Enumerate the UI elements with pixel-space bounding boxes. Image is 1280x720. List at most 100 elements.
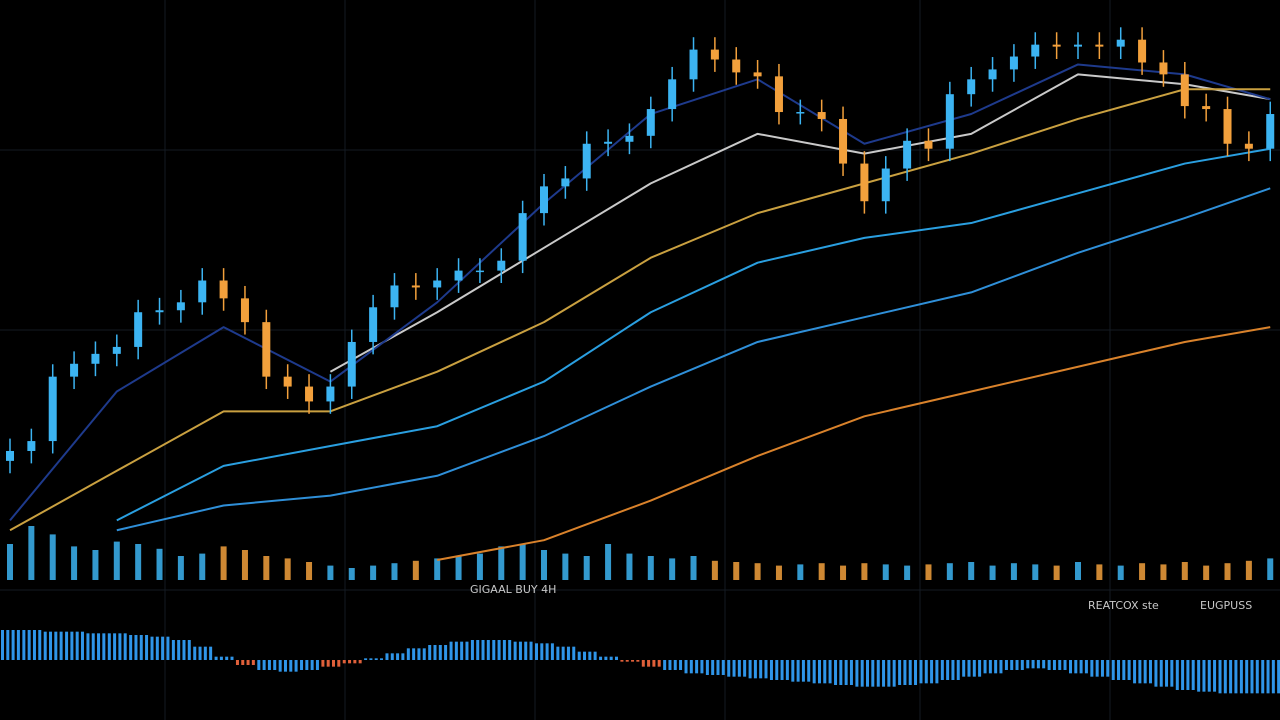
volume-bar bbox=[263, 556, 270, 580]
macd-bar bbox=[988, 660, 992, 674]
volume-bar bbox=[925, 564, 932, 580]
macd-bar bbox=[1223, 660, 1227, 694]
candle-body bbox=[839, 118, 848, 164]
macd-bar bbox=[38, 630, 42, 660]
macd-bar bbox=[1127, 660, 1131, 680]
candle-body bbox=[70, 363, 79, 377]
volume-bar bbox=[241, 550, 248, 580]
macd-bar bbox=[225, 656, 229, 660]
volume-bar bbox=[1245, 560, 1252, 580]
candle-body bbox=[433, 280, 442, 288]
macd-bar bbox=[497, 640, 501, 660]
moving-average-line bbox=[116, 147, 1271, 522]
macd-bar bbox=[1154, 660, 1158, 687]
candle-body bbox=[283, 376, 292, 387]
macd-bar bbox=[946, 660, 950, 680]
macd-bar bbox=[433, 645, 437, 660]
macd-bar bbox=[337, 660, 341, 667]
candle-body bbox=[6, 450, 14, 461]
candle-body bbox=[48, 376, 57, 442]
macd-bar bbox=[1106, 660, 1110, 677]
macd-bar bbox=[839, 660, 843, 685]
macd-bar bbox=[914, 660, 918, 685]
macd-bar bbox=[673, 660, 677, 670]
candle-body bbox=[369, 307, 378, 342]
macd-bar bbox=[315, 660, 319, 670]
macd-bar bbox=[326, 660, 330, 667]
volume-bar bbox=[1053, 565, 1060, 580]
volume-bar bbox=[177, 556, 184, 580]
volume-bar bbox=[156, 548, 163, 580]
candle-body bbox=[112, 346, 121, 354]
macd-bar bbox=[1100, 660, 1104, 677]
macd-bar bbox=[187, 640, 191, 660]
macd-bar bbox=[785, 660, 789, 680]
macd-bar bbox=[267, 660, 271, 670]
volume-bar bbox=[92, 550, 99, 580]
candle-body bbox=[326, 386, 335, 402]
macd-bar bbox=[593, 651, 597, 660]
macd-bar bbox=[1036, 660, 1040, 669]
macd-bar bbox=[535, 643, 538, 660]
macd-bar bbox=[1229, 660, 1233, 694]
candle-body bbox=[134, 312, 143, 347]
volume-bar bbox=[412, 560, 419, 580]
moving-average-line bbox=[437, 326, 1271, 561]
macd-bar bbox=[1202, 660, 1206, 692]
macd-bar bbox=[257, 660, 261, 670]
macd-bar bbox=[70, 631, 74, 660]
volume-bar bbox=[1224, 563, 1231, 580]
macd-bar bbox=[1266, 660, 1270, 694]
macd-bar bbox=[866, 660, 869, 687]
macd-bar bbox=[737, 660, 741, 677]
macd-bar bbox=[956, 660, 960, 680]
candle-body bbox=[817, 112, 826, 119]
macd-bar bbox=[230, 656, 234, 660]
macd-bar bbox=[449, 641, 453, 660]
macd-bar bbox=[1143, 660, 1147, 684]
macd-bar bbox=[385, 653, 389, 660]
candle-body bbox=[91, 353, 100, 364]
candle-body bbox=[1116, 39, 1125, 47]
macd-bar bbox=[903, 660, 907, 685]
macd-bar bbox=[663, 660, 667, 670]
macd-bar bbox=[721, 660, 725, 675]
macd-bar bbox=[492, 640, 496, 660]
macd-bar bbox=[940, 660, 944, 680]
macd-bar bbox=[203, 646, 207, 660]
candle-body bbox=[1223, 109, 1232, 144]
macd-bar bbox=[1234, 660, 1238, 694]
macd-bar bbox=[97, 633, 101, 660]
macd-bar bbox=[65, 631, 69, 660]
macd-bar bbox=[107, 633, 111, 660]
volume-bar bbox=[583, 556, 590, 580]
macd-bar bbox=[700, 660, 704, 674]
candle-body bbox=[27, 441, 36, 451]
candle-body bbox=[518, 213, 527, 261]
macd-bar bbox=[134, 635, 138, 660]
macd-bar bbox=[1084, 660, 1088, 674]
volume-bar bbox=[669, 558, 676, 580]
macd-bar bbox=[705, 660, 709, 675]
macd-bar bbox=[764, 660, 768, 679]
macd-bar bbox=[775, 660, 779, 680]
volume-bar bbox=[989, 565, 996, 580]
candle-body bbox=[155, 310, 164, 313]
macd-bar bbox=[1042, 660, 1046, 669]
volume-bar bbox=[434, 558, 441, 580]
macd-bar bbox=[1197, 660, 1201, 692]
macd-bar bbox=[529, 641, 533, 660]
macd-bar bbox=[145, 635, 149, 660]
macd-bar bbox=[1191, 660, 1195, 690]
macd-bar bbox=[1213, 660, 1217, 692]
macd-bar bbox=[219, 656, 223, 660]
macd-bar bbox=[753, 660, 757, 679]
candle-body bbox=[625, 135, 634, 142]
candle-body bbox=[1031, 44, 1040, 57]
volume-bar bbox=[733, 562, 740, 580]
candle-body bbox=[1138, 39, 1147, 63]
candle-body bbox=[796, 112, 805, 114]
macd-bar bbox=[22, 630, 26, 660]
macd-bar bbox=[166, 636, 170, 660]
macd-bar bbox=[310, 660, 314, 670]
